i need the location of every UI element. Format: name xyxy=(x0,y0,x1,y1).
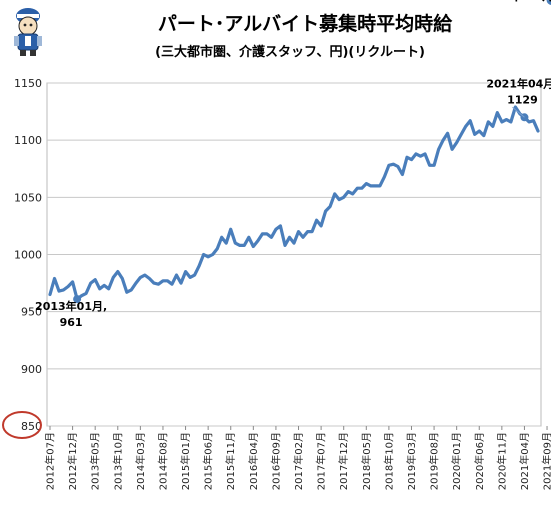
x-tick-label: 2017年02月 xyxy=(292,432,305,490)
grid xyxy=(46,82,542,427)
series-line xyxy=(48,105,540,301)
annotation-value-label: 961 xyxy=(60,316,83,329)
annotation-date-label: 2021年04月, xyxy=(486,76,551,90)
x-tick-label: 2015年11月 xyxy=(224,432,237,490)
x-tick-label: 2019年08月 xyxy=(428,432,441,490)
mascot-logo xyxy=(14,8,42,56)
annotation-value-label: 1129 xyxy=(507,93,538,106)
y-tick-label: 1050 xyxy=(14,191,42,204)
annotation-date-label: 2013年01月, xyxy=(35,299,107,313)
y-tick-label: 950 xyxy=(21,306,42,319)
x-tick-label: 2013年10月 xyxy=(111,432,124,490)
x-tick-label: 2013年05月 xyxy=(89,432,102,490)
x-tick-label: 2018年10月 xyxy=(382,432,395,490)
x-tick-label: 2012年07月 xyxy=(44,432,57,490)
y-tick-label: 1100 xyxy=(14,134,42,147)
annotation-marker xyxy=(73,295,82,304)
y-tick-label: 850 xyxy=(21,420,42,433)
y-tick-label: 1000 xyxy=(14,249,42,262)
x-tick-label: 2021年04月 xyxy=(518,432,531,490)
x-tick-label: 2018年05月 xyxy=(360,432,373,490)
x-tick-label: 2012年12月 xyxy=(66,432,79,490)
y-tick-label: 1150 xyxy=(14,77,42,90)
chart-subtitle: (三大都市圏、介護スタッフ、円)(リクルート) xyxy=(155,44,425,60)
y-axis-850-highlight xyxy=(2,411,42,439)
x-tick-label: 2017年12月 xyxy=(337,432,350,490)
x-tick-label: 2019年03月 xyxy=(405,432,418,490)
y-axis: 850 900 950 1000 1050 1100 1150 xyxy=(14,77,42,433)
x-tick-label: 2017年07月 xyxy=(315,432,328,490)
x-axis: 2012年07月 2012年12月 2013年05月 2013年10月 2014年03月… xyxy=(44,426,551,490)
annotation-marker xyxy=(546,0,551,5)
x-tick-label: 2014年03月 xyxy=(134,432,147,490)
x-tick-label: 2015年06月 xyxy=(202,432,215,490)
y-tick-label: 900 xyxy=(21,363,42,376)
x-tick-label: 2016年09月 xyxy=(269,432,282,490)
x-tick-label: 2016年04月 xyxy=(247,432,260,490)
annotations: 2013年01月, 961 2021年04月, 1129 2021年10月,1108 xyxy=(35,0,551,329)
x-tick-label: 2015年01月 xyxy=(179,432,192,490)
x-tick-label: 2014年08月 xyxy=(156,432,169,490)
x-tick-label: 2021年09月 xyxy=(541,432,551,490)
annotation-date-label: 2021年10月, xyxy=(470,0,551,4)
x-tick-label: 2020年06月 xyxy=(473,432,486,490)
annotation-leader xyxy=(512,106,525,118)
x-tick-label: 2020年11月 xyxy=(495,432,508,490)
annotation-value-label: 1108 xyxy=(496,0,535,4)
x-tick-label: 2020年01月 xyxy=(450,432,463,490)
chart-title: パート･アルバイト募集時平均時給 xyxy=(158,12,453,35)
